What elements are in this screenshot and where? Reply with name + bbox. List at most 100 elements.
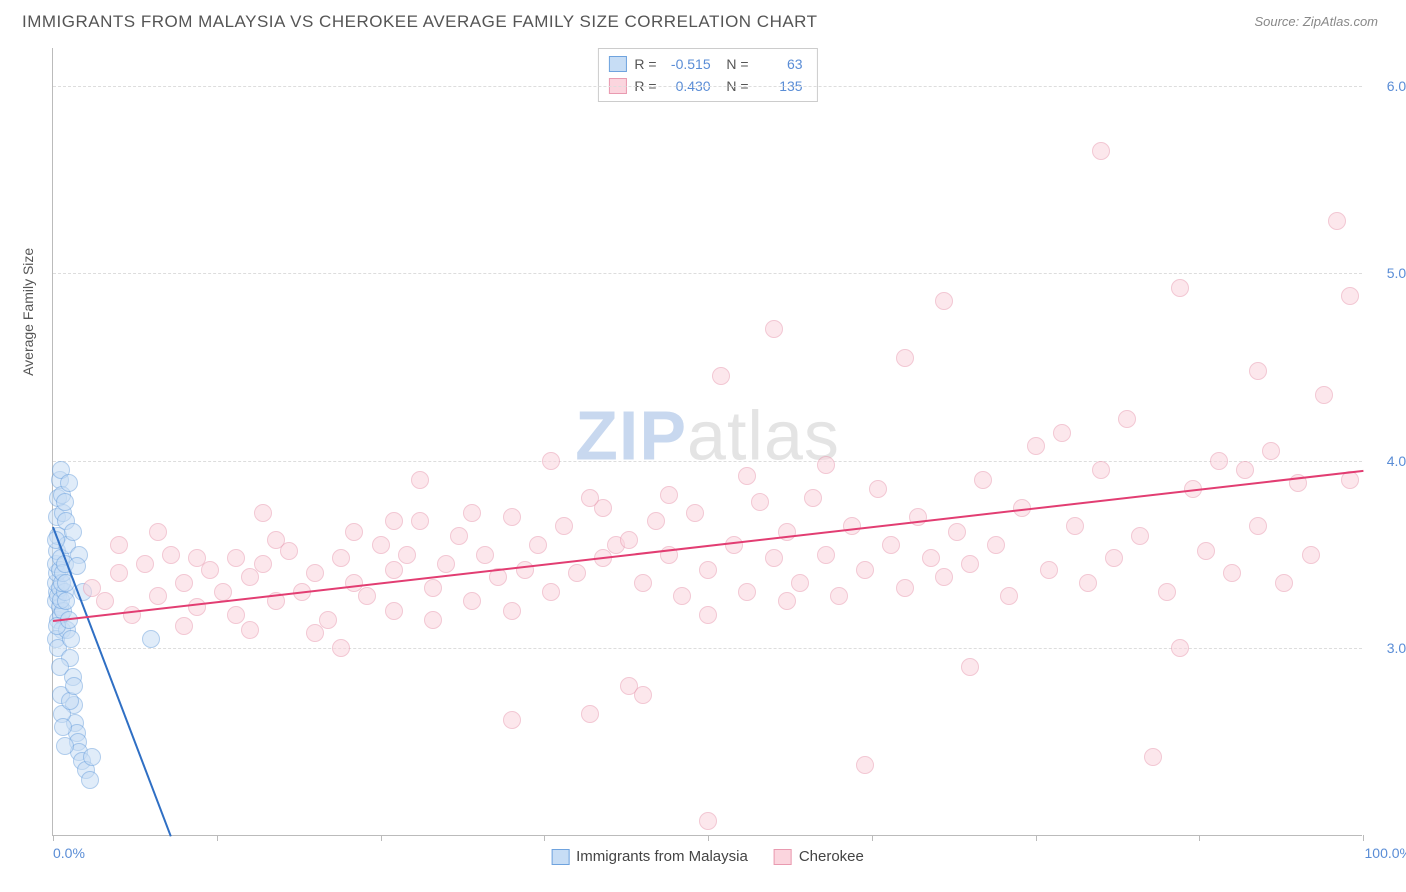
data-point [136, 555, 154, 573]
data-point [1223, 564, 1241, 582]
data-point [791, 574, 809, 592]
data-point [306, 624, 324, 642]
data-point [60, 474, 78, 492]
y-axis-label: Average Family Size [20, 248, 36, 376]
data-point [142, 630, 160, 648]
stats-n-value: 63 [757, 53, 803, 75]
data-point [57, 592, 75, 610]
legend-swatch [774, 849, 792, 865]
data-point [1144, 748, 1162, 766]
legend-swatch [551, 849, 569, 865]
data-point [188, 549, 206, 567]
data-point [830, 587, 848, 605]
data-point [1197, 542, 1215, 560]
data-point [56, 737, 74, 755]
data-point [411, 512, 429, 530]
data-point [896, 579, 914, 597]
data-point [620, 531, 638, 549]
data-point [555, 517, 573, 535]
data-point [476, 546, 494, 564]
data-point [529, 536, 547, 554]
data-point [922, 549, 940, 567]
data-point [1315, 386, 1333, 404]
data-point [725, 536, 743, 554]
data-point [332, 549, 350, 567]
data-point [83, 748, 101, 766]
x-tick [381, 835, 382, 841]
y-tick-label: 3.00 [1366, 640, 1406, 656]
data-point [1053, 424, 1071, 442]
data-point [882, 536, 900, 554]
data-point [1275, 574, 1293, 592]
data-point [450, 527, 468, 545]
data-point [673, 587, 691, 605]
data-point [765, 320, 783, 338]
data-point [1171, 279, 1189, 297]
data-point [424, 611, 442, 629]
legend-label: Immigrants from Malaysia [576, 848, 748, 865]
data-point [738, 583, 756, 601]
data-point [149, 587, 167, 605]
chart-container: IMMIGRANTS FROM MALAYSIA VS CHEROKEE AVE… [0, 0, 1406, 892]
correlation-stats-box: R =-0.515 N =63R =0.430 N =135 [597, 48, 817, 102]
data-point [1302, 546, 1320, 564]
gridline-h [53, 273, 1362, 274]
data-point [241, 621, 259, 639]
plot-area: ZIPatlas R =-0.515 N =63R =0.430 N =135 … [52, 48, 1362, 836]
x-tick [1363, 835, 1364, 841]
data-point [1131, 527, 1149, 545]
data-point [817, 456, 835, 474]
data-point [385, 561, 403, 579]
data-point [778, 592, 796, 610]
data-point [463, 504, 481, 522]
data-point [372, 536, 390, 554]
data-point [568, 564, 586, 582]
data-point [1171, 639, 1189, 657]
data-point [227, 549, 245, 567]
legend-item: Immigrants from Malaysia [551, 848, 748, 865]
data-point [843, 517, 861, 535]
x-axis-max-label: 100.0% [1365, 845, 1406, 861]
data-point [699, 812, 717, 830]
x-tick [872, 835, 873, 841]
chart-title: IMMIGRANTS FROM MALAYSIA VS CHEROKEE AVE… [22, 12, 818, 32]
data-point [686, 504, 704, 522]
data-point [358, 587, 376, 605]
data-point [1092, 461, 1110, 479]
data-point [306, 564, 324, 582]
data-point [398, 546, 416, 564]
data-point [123, 606, 141, 624]
x-tick [217, 835, 218, 841]
data-point [61, 692, 79, 710]
data-point [974, 471, 992, 489]
data-point [149, 523, 167, 541]
data-point [699, 561, 717, 579]
data-point [1040, 561, 1058, 579]
data-point [503, 508, 521, 526]
gridline-h [53, 86, 1362, 87]
data-point [516, 561, 534, 579]
data-point [385, 512, 403, 530]
data-point [542, 452, 560, 470]
watermark: ZIPatlas [575, 395, 840, 475]
legend-item: Cherokee [774, 848, 864, 865]
x-tick [1199, 835, 1200, 841]
data-point [110, 564, 128, 582]
y-tick-label: 5.00 [1366, 265, 1406, 281]
data-point [581, 489, 599, 507]
data-point [254, 504, 272, 522]
data-point [96, 592, 114, 610]
data-point [856, 756, 874, 774]
data-point [751, 493, 769, 511]
data-point [961, 658, 979, 676]
data-point [647, 512, 665, 530]
data-point [699, 606, 717, 624]
data-point [1066, 517, 1084, 535]
data-point [1158, 583, 1176, 601]
data-point [62, 630, 80, 648]
data-point [1249, 362, 1267, 380]
data-point [1341, 287, 1359, 305]
data-point [64, 523, 82, 541]
data-point [660, 486, 678, 504]
x-tick [708, 835, 709, 841]
